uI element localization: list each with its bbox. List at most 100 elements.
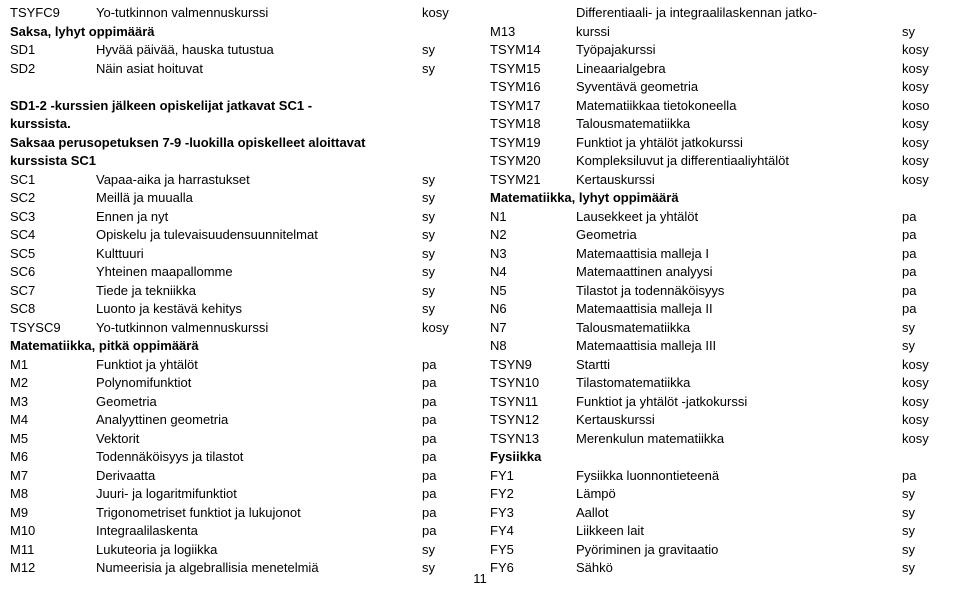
course-code: FY2 bbox=[490, 485, 576, 504]
course-title: Opiskelu ja tulevaisuudensuunnitelmat bbox=[96, 226, 422, 245]
course-code: N2 bbox=[490, 226, 576, 245]
course-title: Funktiot ja yhtälöt jatkokurssi bbox=[576, 134, 902, 153]
course-tag: pa bbox=[422, 522, 470, 541]
course-row: M9Trigonometriset funktiot ja lukujonotp… bbox=[10, 504, 470, 523]
course-title: Startti bbox=[576, 356, 902, 375]
course-tag: kosy bbox=[422, 319, 470, 338]
course-row: SC5Kulttuurisy bbox=[10, 245, 470, 264]
course-title: Tiede ja tekniikka bbox=[96, 282, 422, 301]
course-title: Ennen ja nyt bbox=[96, 208, 422, 227]
right-column: Differentiaali- ja integraalilaskennan j… bbox=[484, 4, 950, 570]
course-code: M11 bbox=[10, 541, 96, 560]
course-code: FY5 bbox=[490, 541, 576, 560]
course-title: Todennäköisyys ja tilastot bbox=[96, 448, 422, 467]
course-row: TSYSC9Yo-tutkinnon valmennuskurssikosy bbox=[10, 319, 470, 338]
course-code: TSYN13 bbox=[490, 430, 576, 449]
course-row: N2Geometriapa bbox=[490, 226, 950, 245]
course-code: FY1 bbox=[490, 467, 576, 486]
course-code: TSYN12 bbox=[490, 411, 576, 430]
course-row: TSYM15Lineaarialgebrakosy bbox=[490, 60, 950, 79]
course-tag: kosy bbox=[902, 78, 950, 97]
course-code: TSYM19 bbox=[490, 134, 576, 153]
course-title: Pyöriminen ja gravitaatio bbox=[576, 541, 902, 560]
course-code: TSYM17 bbox=[490, 97, 576, 116]
course-code: M4 bbox=[10, 411, 96, 430]
course-code: TSYFC9 bbox=[10, 4, 96, 23]
course-code: N6 bbox=[490, 300, 576, 319]
course-code: M10 bbox=[10, 522, 96, 541]
course-title: Polynomifunktiot bbox=[96, 374, 422, 393]
course-row: TSYN9Starttikosy bbox=[490, 356, 950, 375]
course-tag bbox=[902, 4, 950, 23]
course-tag: kosy bbox=[902, 356, 950, 375]
course-row: SC2Meillä ja muuallasy bbox=[10, 189, 470, 208]
course-row: TSYN10Tilastomatematiikkakosy bbox=[490, 374, 950, 393]
course-row: N3Matemaattisia malleja Ipa bbox=[490, 245, 950, 264]
course-row: N1Lausekkeet ja yhtälötpa bbox=[490, 208, 950, 227]
course-title: Derivaatta bbox=[96, 467, 422, 486]
course-tag: sy bbox=[902, 319, 950, 338]
course-tag: pa bbox=[902, 226, 950, 245]
course-row: M12Numeerisia ja algebrallisia menetelmi… bbox=[10, 559, 470, 578]
course-tag: sy bbox=[422, 300, 470, 319]
course-title: Numeerisia ja algebrallisia menetelmiä bbox=[96, 559, 422, 578]
course-code: M7 bbox=[10, 467, 96, 486]
course-code: N8 bbox=[490, 337, 576, 356]
course-title: Aallot bbox=[576, 504, 902, 523]
course-tag: pa bbox=[422, 374, 470, 393]
course-row: M13kurssisy bbox=[490, 23, 950, 42]
course-title: Lukuteoria ja logiikka bbox=[96, 541, 422, 560]
course-tag: sy bbox=[422, 189, 470, 208]
course-tag: kosy bbox=[902, 374, 950, 393]
course-row: TSYN11Funktiot ja yhtälöt -jatkokurssiko… bbox=[490, 393, 950, 412]
course-tag: kosy bbox=[902, 393, 950, 412]
course-row: M6Todennäköisyys ja tilastotpa bbox=[10, 448, 470, 467]
course-row: TSYM16Syventävä geometriakosy bbox=[490, 78, 950, 97]
course-tag: sy bbox=[422, 60, 470, 79]
course-code: SD1 bbox=[10, 41, 96, 60]
course-tag: sy bbox=[422, 171, 470, 190]
course-row: M7Derivaattapa bbox=[10, 467, 470, 486]
course-row: N5Tilastot ja todennäköisyyspa bbox=[490, 282, 950, 301]
course-code: SC7 bbox=[10, 282, 96, 301]
course-tag: pa bbox=[902, 282, 950, 301]
course-title: Integraalilaskenta bbox=[96, 522, 422, 541]
note-line: kurssista SC1 bbox=[10, 152, 470, 171]
course-code: N1 bbox=[490, 208, 576, 227]
course-title: Sähkö bbox=[576, 559, 902, 578]
course-title: Yhteinen maapallomme bbox=[96, 263, 422, 282]
course-code: N5 bbox=[490, 282, 576, 301]
course-title: Matemaattisia malleja II bbox=[576, 300, 902, 319]
course-tag: sy bbox=[422, 208, 470, 227]
course-tag: sy bbox=[902, 522, 950, 541]
course-tag: kosy bbox=[902, 411, 950, 430]
course-code: TSYM16 bbox=[490, 78, 576, 97]
course-row: M10Integraalilaskentapa bbox=[10, 522, 470, 541]
course-title: Yo-tutkinnon valmennuskurssi bbox=[96, 4, 422, 23]
course-row: N4Matemaattinen analyysipa bbox=[490, 263, 950, 282]
course-title: Matemaattinen analyysi bbox=[576, 263, 902, 282]
course-row: M5Vektoritpa bbox=[10, 430, 470, 449]
page-content: TSYFC9Yo-tutkinnon valmennuskurssikosySa… bbox=[0, 0, 960, 570]
course-code: N3 bbox=[490, 245, 576, 264]
course-code: TSYM20 bbox=[490, 152, 576, 171]
course-row: TSYFC9Yo-tutkinnon valmennuskurssikosy bbox=[10, 4, 470, 23]
course-title: Differentiaali- ja integraalilaskennan j… bbox=[576, 4, 902, 23]
spacer bbox=[10, 78, 470, 97]
course-title: Vektorit bbox=[96, 430, 422, 449]
course-code: FY3 bbox=[490, 504, 576, 523]
note-line: kurssista. bbox=[10, 115, 470, 134]
course-tag: pa bbox=[902, 467, 950, 486]
course-title: Tilastomatematiikka bbox=[576, 374, 902, 393]
course-tag: kosy bbox=[902, 41, 950, 60]
course-tag: pa bbox=[422, 485, 470, 504]
course-code: N7 bbox=[490, 319, 576, 338]
course-title: Lausekkeet ja yhtälöt bbox=[576, 208, 902, 227]
course-title: kurssi bbox=[576, 23, 902, 42]
section-heading: Matematiikka, lyhyt oppimäärä bbox=[490, 189, 950, 208]
course-row: TSYM18Talousmatematiikkakosy bbox=[490, 115, 950, 134]
course-tag: pa bbox=[422, 467, 470, 486]
course-title: Syventävä geometria bbox=[576, 78, 902, 97]
course-tag: sy bbox=[902, 23, 950, 42]
course-row: TSYN13Merenkulun matematiikkakosy bbox=[490, 430, 950, 449]
